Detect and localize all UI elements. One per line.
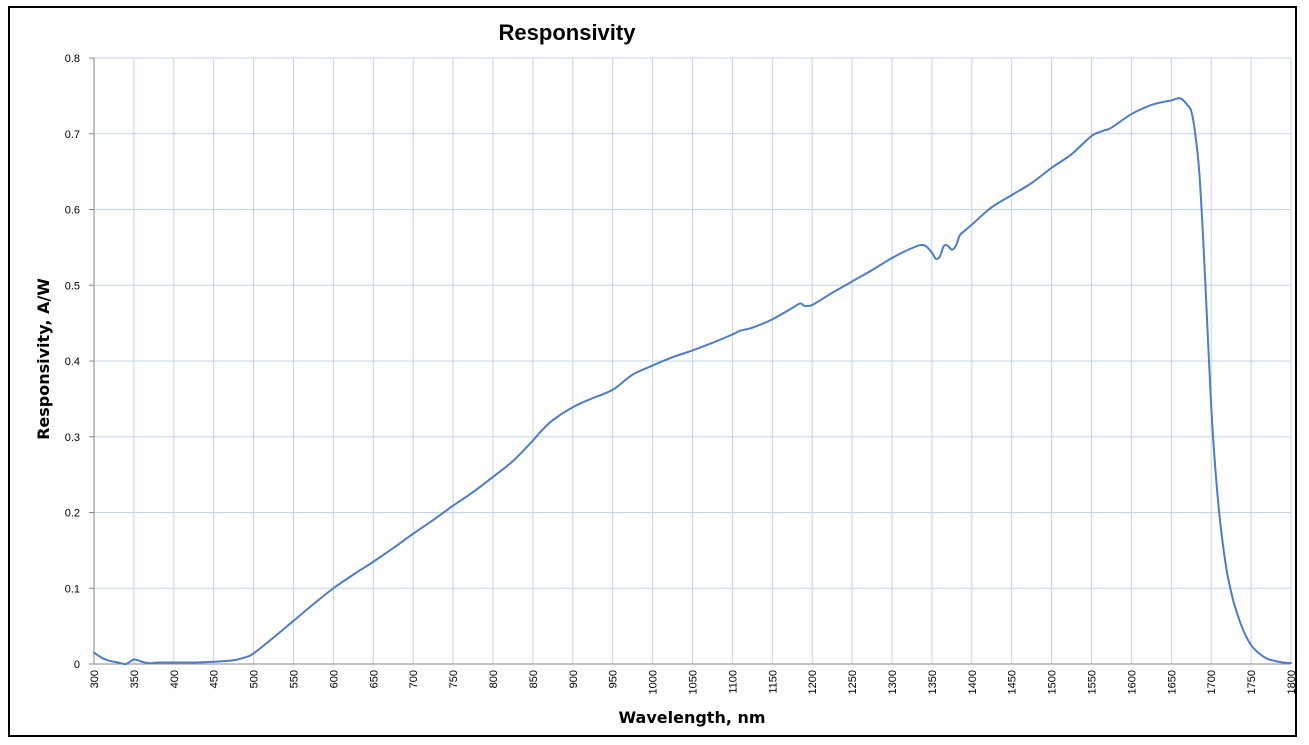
x-tick-label: 1000	[648, 670, 660, 694]
y-tick-label: 0.2	[65, 508, 80, 520]
x-tick-label: 1500	[1047, 670, 1059, 694]
x-tick-label: 1750	[1246, 670, 1258, 694]
x-tick-label: 350	[129, 670, 141, 688]
y-axis-label: Responsivity, A/W	[34, 278, 53, 440]
responsivity-series-line	[93, 97, 1292, 666]
y-tick-label: 0.1	[65, 583, 80, 595]
y-tick-label: 0.4	[65, 356, 80, 368]
y-tick-label: 0.3	[65, 432, 80, 444]
x-tick-label: 600	[328, 670, 340, 688]
x-tick-label: 1350	[927, 670, 939, 694]
x-tick-label: 1650	[1166, 670, 1178, 694]
x-tick-label: 1150	[767, 670, 779, 694]
x-tick-label: 1100	[727, 670, 739, 694]
axes	[89, 57, 1291, 665]
x-tick-label: 800	[488, 670, 500, 688]
y-tick-label: 0.8	[65, 53, 80, 65]
x-tick-label: 1200	[807, 670, 819, 694]
x-axis-label: Wavelength, nm	[618, 708, 765, 727]
x-tick-label: 1800	[1286, 670, 1298, 694]
x-tick-label: 400	[169, 670, 181, 688]
x-tick-label: 1400	[967, 670, 979, 694]
x-tick-label: 1250	[847, 670, 859, 694]
y-tick-label: 0	[74, 659, 80, 671]
x-tick-label: 650	[368, 670, 380, 688]
x-tick-label: 1300	[887, 670, 899, 694]
x-tick-label: 850	[528, 670, 540, 688]
x-tick-label: 900	[568, 670, 580, 688]
x-tick-label: 1700	[1206, 670, 1218, 694]
x-tick-label: 300	[89, 670, 101, 688]
x-tick-label: 500	[249, 670, 261, 688]
grid-lines	[94, 57, 1292, 664]
y-tick-label: 0.5	[65, 280, 80, 292]
x-tick-label: 950	[608, 670, 620, 688]
x-tick-label: 450	[209, 670, 221, 688]
x-tick-label: 1050	[688, 670, 700, 694]
x-tick-label: 1550	[1087, 670, 1099, 694]
x-tick-label: 1450	[1007, 670, 1019, 694]
y-tick-label: 0.6	[65, 205, 80, 217]
x-tick-label: 750	[448, 670, 460, 688]
x-tick-label: 1600	[1126, 670, 1138, 694]
series-layer	[93, 97, 1292, 666]
chart-title: Responsivity	[499, 20, 637, 45]
tick-labels: 300 350 400 450 500 550 600 650 700 750 800 850 900 9…	[65, 53, 1298, 694]
y-tick-label: 0.7	[65, 129, 80, 141]
x-tick-label: 700	[408, 670, 420, 688]
x-tick-label: 550	[289, 670, 301, 688]
